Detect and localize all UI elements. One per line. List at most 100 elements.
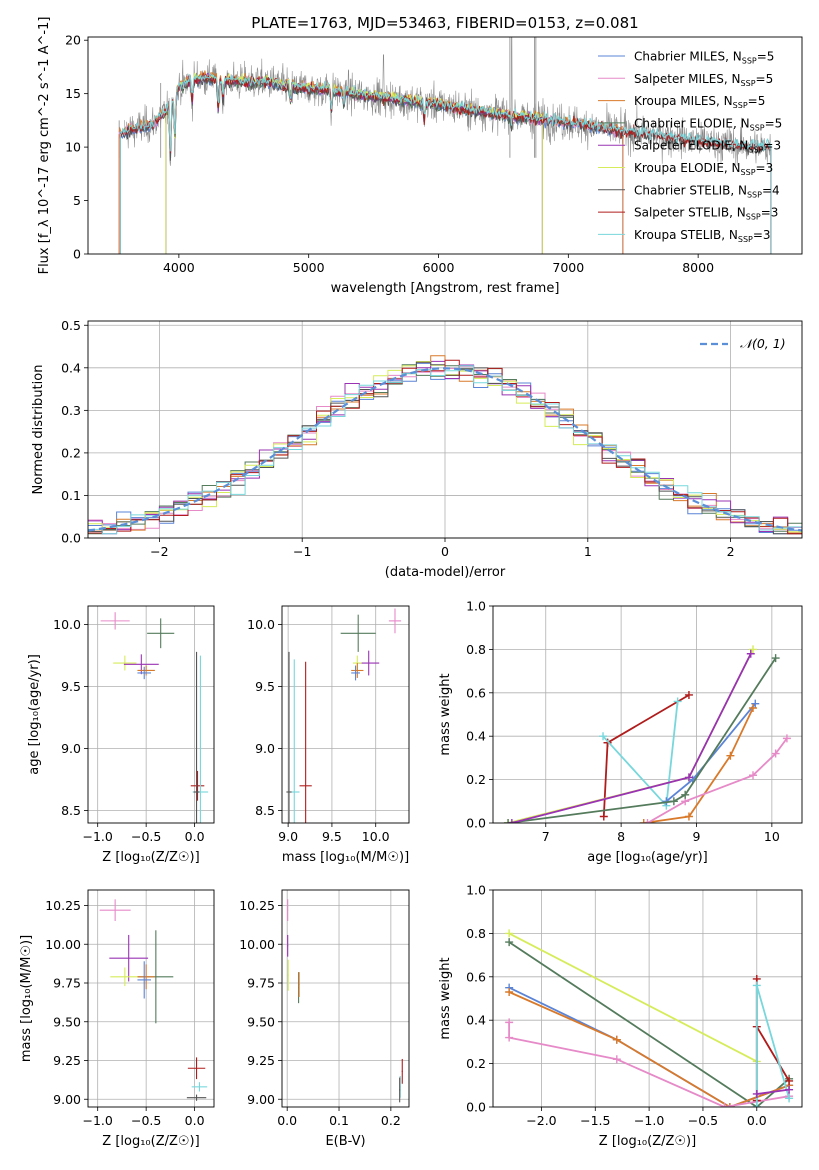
errorbar-point-chabrier-elodie [340, 614, 376, 652]
histogram-salpeter-stelib [88, 359, 802, 535]
axes-frame [87, 320, 803, 539]
legend-label: Kroupa STELIB, NSSP=3 [634, 228, 771, 244]
errorbar-point-salpeter-stelib [187, 1057, 206, 1080]
weight-line-salpeter-elodie [511, 653, 752, 823]
weight-line-chabrier-elodie [507, 657, 777, 823]
weight-line-chabrier-miles [665, 703, 756, 802]
x-axis-label: wavelength [Angstrom, rest frame] [331, 281, 560, 296]
axes-frame [281, 605, 410, 824]
y-tick-label: 0.2 [61, 445, 81, 460]
errorbar-point-chabrier-stelib [193, 651, 200, 823]
axes-weight-Z: −2.0 −1.5 −1.0 −0.5 0.0 0.0 0.2 0.4 0.6 0.8 1.0 Z [… [438, 883, 803, 1149]
y-tick-label: 0.4 [466, 729, 486, 744]
x-tick-label: 2 [727, 544, 735, 559]
plus-marker [752, 1103, 761, 1107]
y-axis-label: Flux [f_λ 10^-17 erg cm^-2 s^-1 A^-1] [37, 17, 52, 275]
y-tick-label: 9.75 [247, 976, 275, 991]
legend-count: =5 [756, 72, 774, 86]
legend-subscript: SSP [748, 146, 763, 155]
plus-marker [785, 1094, 794, 1103]
weight-line-salpeter-stelib [602, 694, 690, 817]
y-tick-label: 10 [65, 140, 81, 155]
legend-label: Chabrier ELODIE, NSSP=5 [634, 116, 782, 132]
y-tick-label: 0.0 [466, 816, 486, 831]
plus-marker [599, 812, 608, 821]
plus-marker [746, 649, 755, 658]
y-tick-label: 10.00 [45, 937, 81, 952]
y-tick-label: 0.2 [466, 772, 486, 787]
plot-area [88, 355, 802, 535]
errorbar-point-salpeter-miles [100, 612, 130, 630]
y-tick-label: 0.8 [466, 926, 486, 941]
legend-subscript: SSP [741, 79, 756, 88]
errorbar-point-salpeter-stelib [401, 1058, 403, 1084]
x-tick-label: 8 [617, 829, 625, 844]
plus-marker [782, 734, 791, 743]
axes-frame [492, 605, 803, 824]
x-tick-label: 6000 [423, 260, 455, 275]
legend-subscript: SSP [750, 123, 765, 132]
x-tick-label: 0.0 [185, 829, 205, 844]
x-axis-label: (data-model)/error [385, 565, 506, 580]
y-tick-label: 9.25 [247, 1053, 275, 1068]
plus-marker [639, 819, 648, 823]
x-tick-label: 10.0 [362, 829, 390, 844]
x-axis-label: Z [log₁₀(Z/Z☉)] [102, 1134, 199, 1149]
legend-count: =5 [765, 116, 783, 130]
y-tick-label: 0.2 [466, 1056, 486, 1071]
errorbar-point-chabrier-miles [351, 665, 360, 681]
weight-line-kroupa-elodie [508, 932, 758, 1063]
errorbar-point-salpeter-miles [99, 899, 131, 921]
weight-line-salpeter-elodie [756, 1088, 790, 1095]
y-tick-label: 0.0 [466, 1100, 486, 1115]
x-tick-label: −0.5 [131, 829, 161, 844]
x-tick-label: 5000 [293, 260, 325, 275]
errorbar-point-chabrier-stelib [186, 1094, 207, 1101]
y-tick-label: 0.0 [61, 531, 81, 546]
plus-marker [684, 690, 693, 699]
y-tick-label: 0 [73, 247, 81, 262]
normal-curve [88, 367, 802, 532]
x-tick-label: 9.5 [322, 829, 342, 844]
axes-frame [87, 889, 215, 1108]
x-tick-label: −1.0 [83, 1113, 113, 1128]
y-tick-label: 10.0 [53, 617, 81, 632]
y-tick-label: 9.00 [247, 1092, 275, 1107]
plus-marker [771, 749, 780, 758]
y-tick-label: 5 [73, 193, 81, 208]
legend-label: Salpeter STELIB, NSSP=3 [634, 206, 778, 222]
x-tick-label: 9.0 [278, 829, 298, 844]
plus-marker [505, 938, 514, 947]
plus-marker [681, 790, 690, 799]
legend-label: Chabrier STELIB, NSSP=4 [634, 183, 780, 199]
histogram-kroupa-stelib [88, 365, 802, 535]
plus-marker [669, 797, 678, 806]
y-tick-label: 9.50 [247, 1014, 275, 1029]
legend-count: =4 [762, 183, 780, 197]
plus-marker [612, 1055, 621, 1064]
x-tick-label: 9 [693, 829, 701, 844]
errorbar-point-chabrier-miles [137, 666, 151, 680]
y-tick-label: 1.0 [466, 599, 486, 614]
plot-area [99, 899, 208, 1101]
legend-subscript: SSP [738, 235, 753, 244]
y-axis-label: mass weight [438, 957, 453, 1039]
legend-subscript: SSP [747, 190, 762, 199]
plus-marker [599, 732, 608, 741]
x-tick-label: 0.2 [381, 1113, 401, 1128]
errorbar-point-salpeter-elodie [123, 654, 159, 675]
errorbar-point-salpeter-elodie [287, 934, 289, 957]
errorbar-point-salpeter-stelib [299, 661, 312, 823]
legend-label: Salpeter ELODIE, NSSP=3 [634, 139, 781, 155]
x-axis-label: mass [log₁₀(M/M☉)] [282, 850, 409, 865]
y-tick-label: 0.4 [466, 1013, 486, 1028]
errorbar-point-kroupa-elodie [113, 655, 137, 671]
plot-area [505, 929, 794, 1107]
legend-label: Chabrier MILES, NSSP=5 [634, 50, 774, 66]
axes-weight-age: 7 8 9 10 0.0 0.2 0.4 0.6 0.8 1.0 age [log₁₀(age/yr… [438, 599, 803, 865]
legend-label: Salpeter MILES, NSSP=5 [634, 72, 773, 88]
plus-marker [684, 812, 693, 821]
errorbar-point-kroupa-elodie [287, 959, 289, 991]
plot-area [100, 612, 209, 823]
